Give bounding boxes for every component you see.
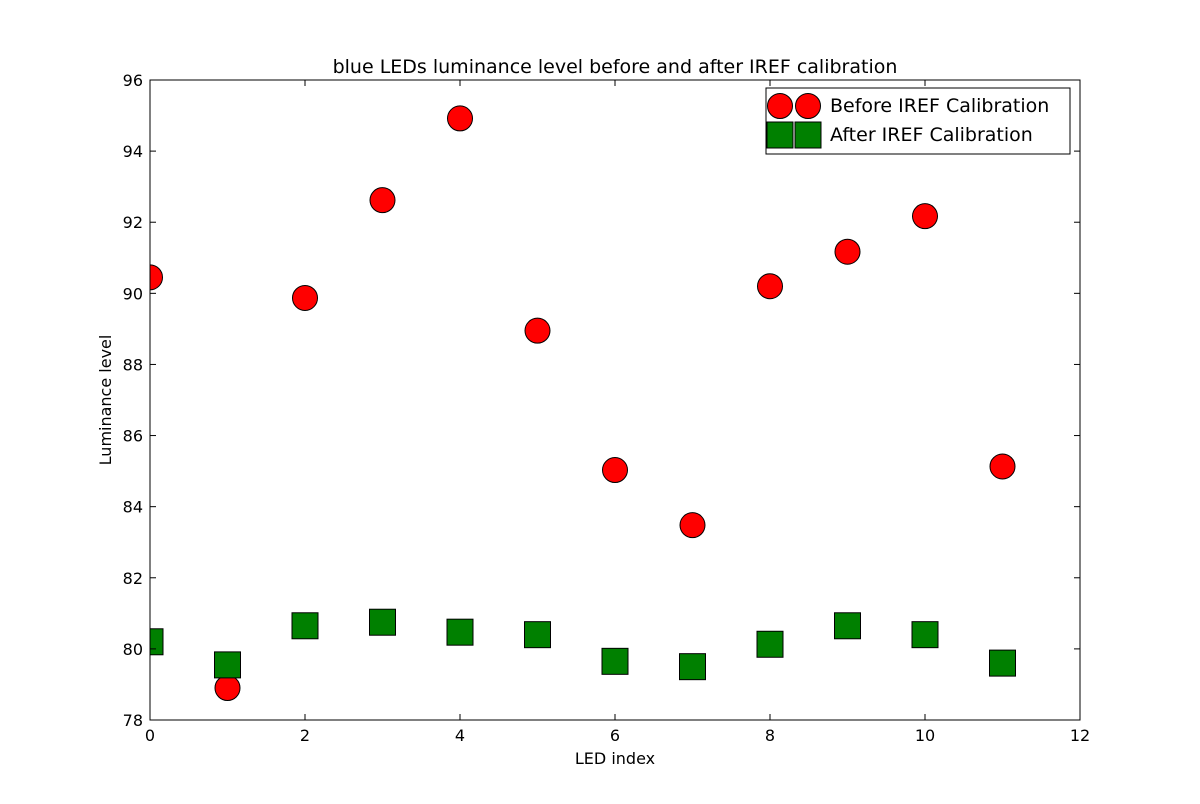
y-tick-label: 86: [123, 427, 143, 446]
y-tick-label: 84: [123, 498, 143, 517]
legend-marker-after: [794, 121, 822, 149]
legend-markers: [766, 93, 822, 149]
data-point-after-10: [911, 621, 939, 649]
legend-label-before: Before IREF Calibration: [830, 95, 1049, 117]
data-point-after-6: [601, 647, 629, 675]
x-tick-label: 4: [455, 726, 465, 745]
legend-marker-before: [795, 93, 821, 119]
data-point-after-5: [524, 621, 551, 649]
y-tick-label: 80: [123, 640, 143, 659]
x-tick-label: 12: [1070, 726, 1090, 745]
data-point-after-0: [150, 628, 164, 656]
data-point-after-1: [214, 651, 241, 679]
data-point-after-9: [834, 612, 861, 640]
data-point-after-11: [989, 649, 1016, 677]
axis-ticks: 0 2 4 6 8 10 12 78 80 82 84 86 88 90 92 94 96: [123, 71, 1091, 745]
y-tick-label: 96: [123, 71, 143, 90]
x-tick-label: 10: [915, 726, 935, 745]
data-point-after-3: [369, 608, 396, 636]
data-point-before-2: [292, 284, 318, 311]
data-point-before-5: [524, 317, 551, 344]
data-point-before-0: [150, 264, 163, 291]
data-point-after-2: [291, 612, 319, 640]
legend: Before IREF Calibration After IREF Calib…: [765, 87, 1071, 155]
data-point-before-8: [757, 273, 783, 300]
y-tick-label: 88: [123, 355, 143, 374]
data-point-before-11: [989, 453, 1016, 480]
legend-label-after: After IREF Calibration: [830, 124, 1033, 146]
y-tick-label: 92: [123, 213, 143, 232]
data-point-after-4: [446, 618, 474, 646]
y-tick-label: 94: [123, 142, 143, 161]
data-point-after-8: [756, 630, 784, 658]
y-axis-label: Luminance level: [96, 335, 115, 466]
x-axis-label: LED index: [575, 749, 655, 768]
x-tick-label: 6: [610, 726, 620, 745]
data-point-before-7: [679, 512, 706, 539]
plot-markers: [150, 105, 1016, 701]
plot-frame: [149, 79, 1081, 721]
y-tick-label: 90: [123, 284, 143, 303]
data-point-before-9: [834, 238, 861, 265]
data-point-before-10: [912, 203, 938, 230]
data-point-before-3: [369, 187, 396, 214]
legend-marker-after: [766, 121, 794, 149]
legend-marker-before: [767, 93, 793, 119]
data-point-before-6: [602, 457, 628, 484]
data-point-before-1: [214, 675, 241, 701]
y-tick-label: 82: [123, 569, 143, 588]
x-tick-label: 0: [145, 726, 155, 745]
y-tick-label: 78: [123, 711, 143, 730]
x-tick-label: 2: [300, 726, 310, 745]
data-point-after-7: [679, 653, 706, 681]
data-point-before-4: [447, 105, 473, 132]
x-tick-label: 8: [765, 726, 775, 745]
chart-title: blue LEDs luminance level before and aft…: [333, 56, 898, 78]
